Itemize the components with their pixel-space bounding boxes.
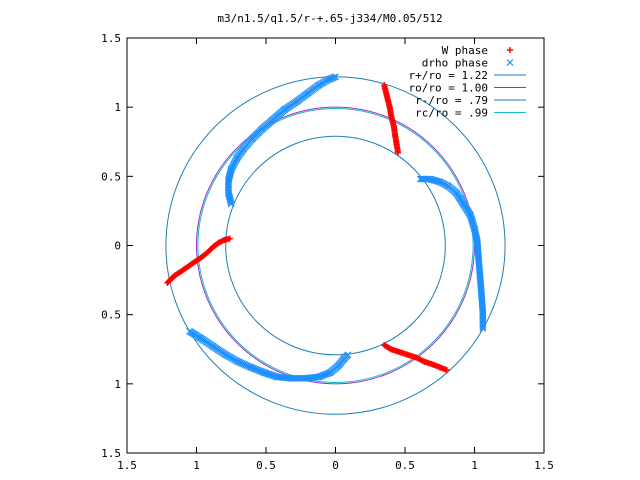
marker-cross-0-13-5 [332, 73, 339, 81]
legend-label-6: rc/ro = .99 [415, 107, 488, 120]
series-cross [186, 73, 487, 382]
marker-cross-1-12-9 [479, 322, 487, 329]
y-tick-label-6: 1.5 [101, 32, 121, 45]
marker-cross-1-12-11 [479, 325, 487, 332]
y-tick-label-5: 1 [114, 101, 121, 114]
series-plus [164, 82, 450, 373]
x-tick-label-6: 1.5 [534, 459, 554, 472]
legend-label-1: W phase [442, 44, 488, 57]
circle-4 [197, 108, 474, 383]
y-tick-label-0: 1.5 [101, 447, 121, 460]
legend-marker-1 [507, 47, 513, 53]
x-tick-label-1: 1 [193, 459, 200, 472]
marker-cross-2-13-4 [344, 351, 352, 359]
legend-label-4: ro/ro = 1.00 [409, 82, 488, 95]
x-tick-label-4: 0.5 [395, 459, 415, 472]
legend-swatch-2 [506, 59, 514, 66]
marker-plus-2-7-5 [443, 367, 450, 373]
series-layer [164, 73, 506, 415]
y-tick-label-3: 0 [114, 240, 121, 253]
chart-title: m3/n1.5/q1.5/r-+.65-j334/M0.05/512 [217, 12, 442, 25]
legend-label-3: r+/ro = 1.22 [409, 69, 488, 82]
marker-plus-0-8-4 [226, 235, 233, 242]
legend-label-2: drho phase [422, 57, 488, 70]
legend-label-5: r-/ro = .79 [415, 94, 488, 107]
legend-swatch-1 [507, 47, 513, 53]
y-tick-label-2: 0.5 [101, 309, 121, 322]
axes-layer: 1.5 1 0.5 0 0.5 1 1.51.510.500.511.5 [101, 32, 554, 472]
x-tick-label-3: 0 [332, 459, 339, 472]
x-tick-label-2: 0.5 [256, 459, 276, 472]
x-tick-label-5: 1 [471, 459, 478, 472]
marker-cross-1-12-10 [479, 323, 487, 331]
marker-plus-1-6-6 [395, 149, 402, 156]
y-tick-label-1: 1 [114, 378, 121, 391]
y-tick-label-4: 0.5 [101, 170, 121, 183]
legend-marker-2 [506, 59, 514, 66]
circle-3 [225, 135, 446, 356]
x-tick-label-0: 1.5 [117, 459, 137, 472]
